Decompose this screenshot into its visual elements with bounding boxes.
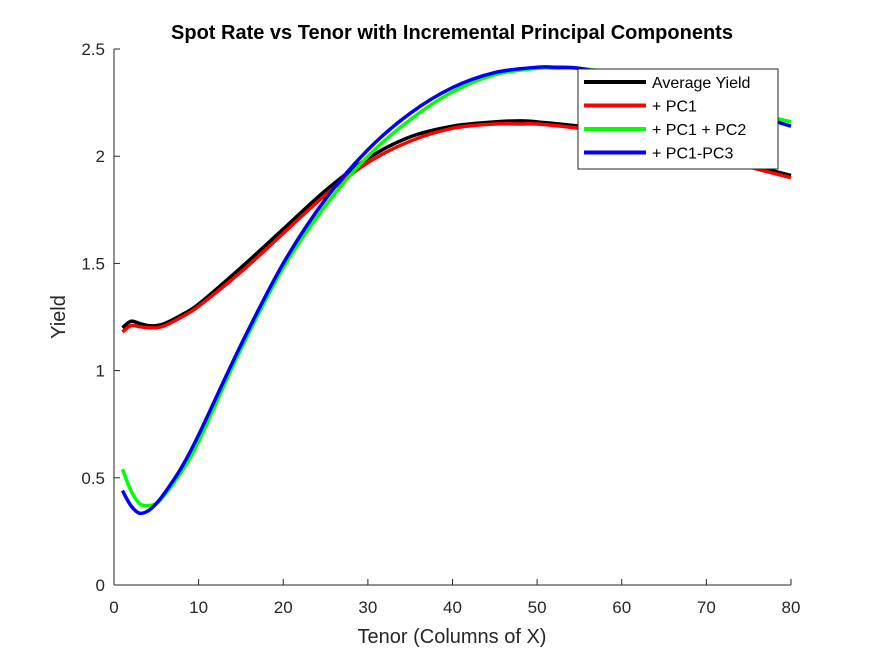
legend-label: Average Yield [652, 75, 750, 92]
legend-label: + PC1 [652, 99, 697, 116]
x-tick-label: 70 [697, 598, 716, 617]
x-tick-label: 40 [443, 598, 462, 617]
x-tick-label: 80 [782, 598, 801, 617]
x-axis-label: Tenor (Columns of X) [358, 626, 547, 648]
legend-label: + PC1-PC3 [652, 146, 733, 163]
y-tick-label: 2.5 [81, 40, 105, 59]
y-tick-label: 0.5 [81, 469, 105, 488]
legend-label: + PC1 + PC2 [652, 122, 746, 139]
chart-title: Spot Rate vs Tenor with Incremental Prin… [171, 22, 733, 44]
legend: Average Yield + PC1 + PC1 + PC2 + PC1-PC3 [577, 68, 779, 170]
x-tick-label: 0 [109, 598, 118, 617]
y-axis-label: Yield [48, 295, 70, 339]
y-tick-label: 0 [96, 576, 105, 595]
x-tick-label: 30 [358, 598, 377, 617]
y-tick-label: 1 [96, 362, 105, 381]
x-tick-label: 20 [274, 598, 293, 617]
x-tick-label: 10 [189, 598, 208, 617]
y-tick-label: 2 [96, 147, 105, 166]
x-tick-label: 60 [612, 598, 631, 617]
ticks-layer: 0 10 20 30 40 50 60 70 80 0 0.5 1 1.5 2 2.5 [81, 40, 800, 617]
y-tick-label: 1.5 [81, 254, 105, 273]
x-tick-label: 50 [528, 598, 547, 617]
